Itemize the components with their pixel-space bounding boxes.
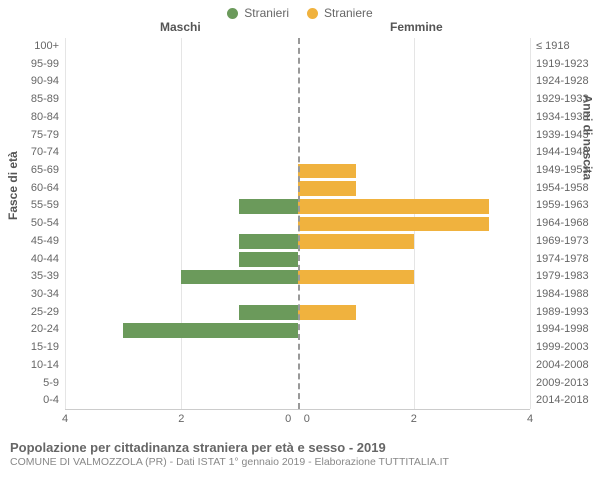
birth-label: 1964-1968 <box>530 215 596 233</box>
birth-label: 1919-1923 <box>530 56 596 74</box>
legend-label-male: Stranieri <box>244 6 289 20</box>
x-tick: 4 <box>527 413 533 425</box>
birth-label: 1969-1973 <box>530 233 596 251</box>
age-label: 35-39 <box>5 268 65 286</box>
bar-male <box>239 234 297 249</box>
population-pyramid-chart: 100+≤ 191895-991919-192390-941924-192885… <box>65 38 530 436</box>
bar-female <box>298 181 356 196</box>
bar-male <box>239 305 297 320</box>
age-label: 60-64 <box>5 180 65 198</box>
age-label: 30-34 <box>5 286 65 304</box>
x-tick: 2 <box>178 413 184 425</box>
x-tick: 4 <box>62 413 68 425</box>
birth-label: 1979-1983 <box>530 268 596 286</box>
legend-label-female: Straniere <box>324 6 373 20</box>
x-tick: 0 <box>285 413 291 425</box>
age-label: 50-54 <box>5 215 65 233</box>
age-label: 25-29 <box>5 304 65 322</box>
age-label: 80-84 <box>5 109 65 127</box>
birth-label: 1939-1943 <box>530 127 596 145</box>
birth-label: 1954-1958 <box>530 180 596 198</box>
birth-label: 1999-2003 <box>530 339 596 357</box>
bar-female <box>298 234 414 249</box>
birth-label: 1949-1953 <box>530 162 596 180</box>
birth-label: 1989-1993 <box>530 304 596 322</box>
age-label: 5-9 <box>5 375 65 393</box>
birth-label: ≤ 1918 <box>530 38 596 56</box>
age-label: 100+ <box>5 38 65 56</box>
bar-female <box>298 270 414 285</box>
birth-label: 1984-1988 <box>530 286 596 304</box>
age-label: 95-99 <box>5 56 65 74</box>
age-label: 15-19 <box>5 339 65 357</box>
age-label: 75-79 <box>5 127 65 145</box>
bar-male <box>239 252 297 267</box>
swatch-female <box>307 8 318 19</box>
birth-label: 1994-1998 <box>530 321 596 339</box>
birth-label: 1974-1978 <box>530 251 596 269</box>
x-tick: 0 <box>304 413 310 425</box>
birth-label: 1929-1933 <box>530 91 596 109</box>
bar-female <box>298 199 490 214</box>
bar-female <box>298 305 356 320</box>
x-axis: 4 2 0 0 2 4 <box>65 410 530 436</box>
plot-area: 100+≤ 191895-991919-192390-941924-192885… <box>65 38 530 410</box>
column-headers: Maschi Femmine <box>0 20 600 38</box>
birth-label: 1934-1938 <box>530 109 596 127</box>
bar-male <box>181 270 297 285</box>
legend-item-female: Straniere <box>307 6 373 20</box>
x-tick: 2 <box>411 413 417 425</box>
birth-label: 1924-1928 <box>530 73 596 91</box>
age-label: 70-74 <box>5 144 65 162</box>
age-label: 85-89 <box>5 91 65 109</box>
birth-label: 2004-2008 <box>530 357 596 375</box>
bar-female <box>298 164 356 179</box>
birth-label: 1959-1963 <box>530 197 596 215</box>
header-female: Femmine <box>390 20 443 34</box>
birth-label: 1944-1948 <box>530 144 596 162</box>
chart-title: Popolazione per cittadinanza straniera p… <box>10 440 590 455</box>
chart-subtitle: COMUNE DI VALMOZZOLA (PR) - Dati ISTAT 1… <box>10 456 590 468</box>
header-male: Maschi <box>160 20 201 34</box>
bar-female <box>298 217 490 232</box>
bar-male <box>239 199 297 214</box>
birth-label: 2009-2013 <box>530 375 596 393</box>
age-label: 40-44 <box>5 251 65 269</box>
birth-label: 2014-2018 <box>530 392 596 410</box>
age-label: 90-94 <box>5 73 65 91</box>
age-label: 45-49 <box>5 233 65 251</box>
age-label: 10-14 <box>5 357 65 375</box>
legend-item-male: Stranieri <box>227 6 289 20</box>
age-label: 55-59 <box>5 197 65 215</box>
bar-male <box>123 323 297 338</box>
age-label: 20-24 <box>5 321 65 339</box>
age-label: 0-4 <box>5 392 65 410</box>
swatch-male <box>227 8 238 19</box>
age-label: 65-69 <box>5 162 65 180</box>
legend: Stranieri Straniere <box>0 0 600 20</box>
center-divider <box>298 38 300 409</box>
chart-footer: Popolazione per cittadinanza straniera p… <box>0 436 600 468</box>
